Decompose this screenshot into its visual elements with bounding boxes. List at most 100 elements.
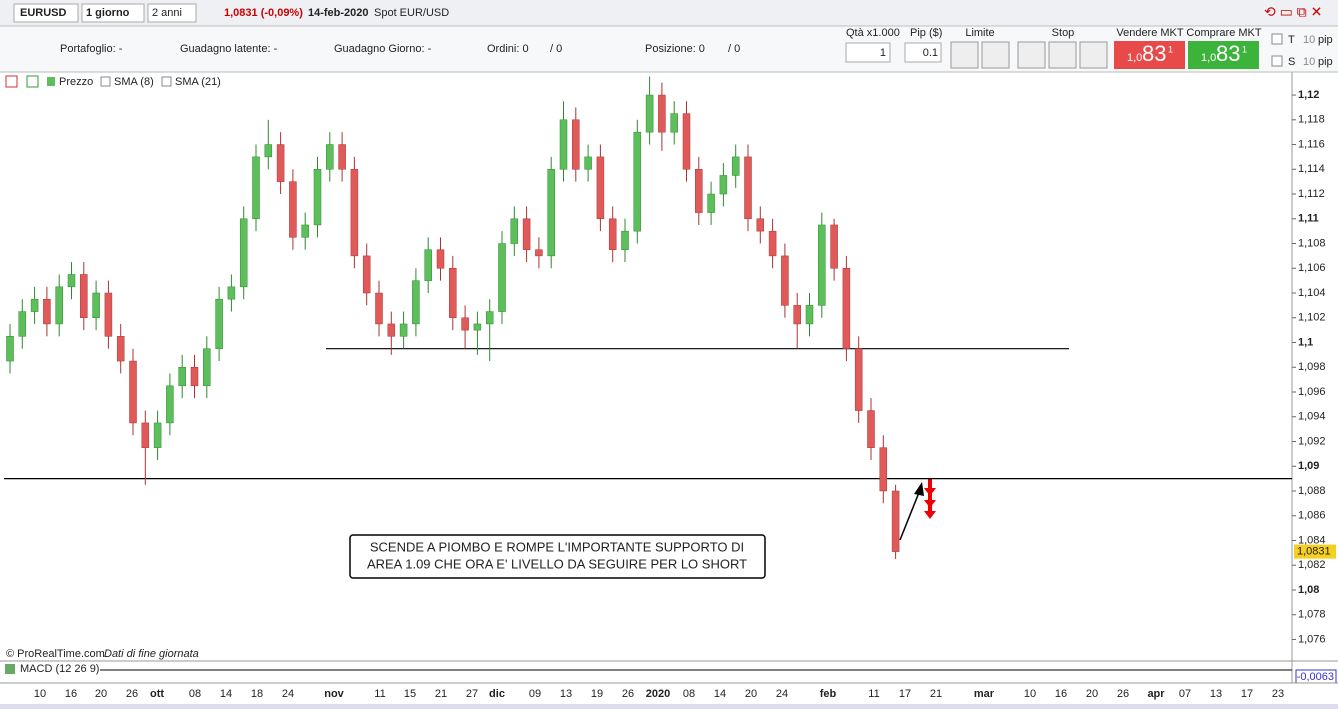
s-checkbox[interactable] xyxy=(1271,55,1283,67)
candle-body xyxy=(227,286,236,300)
pip-unit: pip xyxy=(1318,34,1333,46)
x-tick-label: 08 xyxy=(189,688,201,700)
x-tick-label: 11 xyxy=(374,688,385,700)
legend-swatch xyxy=(47,77,55,86)
close-pos[interactable] xyxy=(1079,41,1108,69)
last-price: 1,0831 xyxy=(1297,546,1331,558)
t-checkbox[interactable] xyxy=(1271,33,1283,45)
limit-buy[interactable] xyxy=(950,41,979,69)
candle-body xyxy=(449,268,457,319)
candle-body xyxy=(326,144,334,170)
candle-body xyxy=(608,218,617,250)
legend-item: Prezzo xyxy=(59,76,93,88)
orders-2: / 0 xyxy=(550,43,562,55)
x-tick-label: 10 xyxy=(1024,688,1036,700)
candle-body xyxy=(793,305,801,325)
candle-body xyxy=(756,218,765,232)
candle-body xyxy=(535,249,543,257)
candle-body xyxy=(670,113,678,133)
candle-body xyxy=(153,422,162,448)
candle-body xyxy=(350,169,359,257)
candle-body xyxy=(55,286,63,325)
y-tick-label: 1,096 xyxy=(1298,386,1326,398)
x-tick-label: ott xyxy=(150,688,164,700)
candle-body xyxy=(645,94,654,133)
sell-price: 83 xyxy=(1142,41,1166,66)
candle-body xyxy=(375,292,383,325)
candle-body xyxy=(30,298,39,312)
candle-body xyxy=(166,385,174,424)
candle-body xyxy=(485,311,494,325)
candle-body xyxy=(67,274,76,288)
x-tick-label: 13 xyxy=(1210,688,1222,700)
buy-price: 83 xyxy=(1216,41,1240,66)
candle-body xyxy=(731,156,740,176)
x-tick-label: 20 xyxy=(95,688,107,700)
y-tick-label: 1,11 xyxy=(1298,213,1319,225)
red-arrows xyxy=(924,478,936,519)
legend-checkbox[interactable] xyxy=(161,76,172,87)
note: Dati di fine giornata xyxy=(104,648,199,660)
sell-price: 1,0 xyxy=(1127,52,1142,64)
y-tick-label: 1,09 xyxy=(1298,460,1319,472)
legend-checkbox[interactable] xyxy=(100,76,111,87)
buy-label: Comprare MKT xyxy=(1186,27,1261,39)
symbol-box[interactable] xyxy=(13,3,79,23)
candle-body xyxy=(436,249,445,269)
arrow xyxy=(899,489,921,541)
macd-label: MACD (12 26 9) xyxy=(20,663,99,675)
sell-button[interactable] xyxy=(1114,41,1185,69)
candle-body xyxy=(239,218,248,288)
candle-body xyxy=(695,169,703,213)
candle-body xyxy=(116,336,125,362)
candle-body xyxy=(203,348,211,387)
macd-icon xyxy=(5,664,15,674)
add-indicator[interactable] xyxy=(5,75,18,88)
candle-body xyxy=(621,230,629,250)
buy-button[interactable] xyxy=(1188,41,1259,69)
x-tick-label: dic xyxy=(489,688,505,700)
position-2: / 0 xyxy=(728,43,740,55)
y-tick-label: 1,076 xyxy=(1298,633,1326,645)
annotation-box xyxy=(349,534,766,579)
annotation: AREA 1.09 CHE ORA E' LIVELLO DA SEGUIRE … xyxy=(367,556,747,571)
toolbar xyxy=(0,0,1338,26)
pip-input[interactable] xyxy=(904,42,942,63)
range-box[interactable] xyxy=(147,3,197,23)
candle-body xyxy=(768,230,777,257)
scrollbar[interactable] xyxy=(0,704,1338,709)
candle-body xyxy=(854,348,863,411)
x-tick-label: 21 xyxy=(435,688,447,700)
candle-body xyxy=(522,218,531,250)
period-box[interactable] xyxy=(81,3,145,23)
y-tick-label: 1,092 xyxy=(1298,435,1326,447)
window-buttons[interactable]: ⟲ ▭ ⧉ ✕ xyxy=(1264,4,1322,20)
y-tick-label: 1,114 xyxy=(1298,163,1325,175)
limit-sell[interactable] xyxy=(981,41,1010,69)
add-indicator[interactable] xyxy=(26,75,39,88)
qty: 1 xyxy=(880,47,886,59)
day-gain: Guadagno Giorno: - xyxy=(334,43,432,55)
y-tick-label: 1,102 xyxy=(1298,312,1326,324)
y-tick-label: 1,106 xyxy=(1298,262,1326,274)
candle-body xyxy=(6,336,14,362)
y-tick-label: 1,116 xyxy=(1298,138,1325,150)
candle-body xyxy=(215,298,223,349)
stop-buy[interactable] xyxy=(1017,41,1046,69)
x-tick-label: 26 xyxy=(126,688,138,700)
y-tick-label: 1,084 xyxy=(1298,534,1326,546)
candle-body xyxy=(559,119,568,170)
candle-body xyxy=(830,224,838,269)
instrument: Spot EUR/USD xyxy=(374,7,449,19)
stop-sell[interactable] xyxy=(1048,41,1077,69)
buy-price: 1 xyxy=(1242,44,1247,54)
qty-input[interactable] xyxy=(845,42,891,63)
x-tick-label: 17 xyxy=(1241,688,1253,700)
legend-item: SMA (21) xyxy=(175,76,221,88)
candle-body xyxy=(178,367,186,387)
s-pip: 10 xyxy=(1303,56,1315,68)
pip-label: Pip ($) xyxy=(910,27,942,39)
last-price-box xyxy=(1294,544,1336,559)
candle-body xyxy=(510,218,519,244)
y-tick-label: 1,098 xyxy=(1298,361,1326,373)
